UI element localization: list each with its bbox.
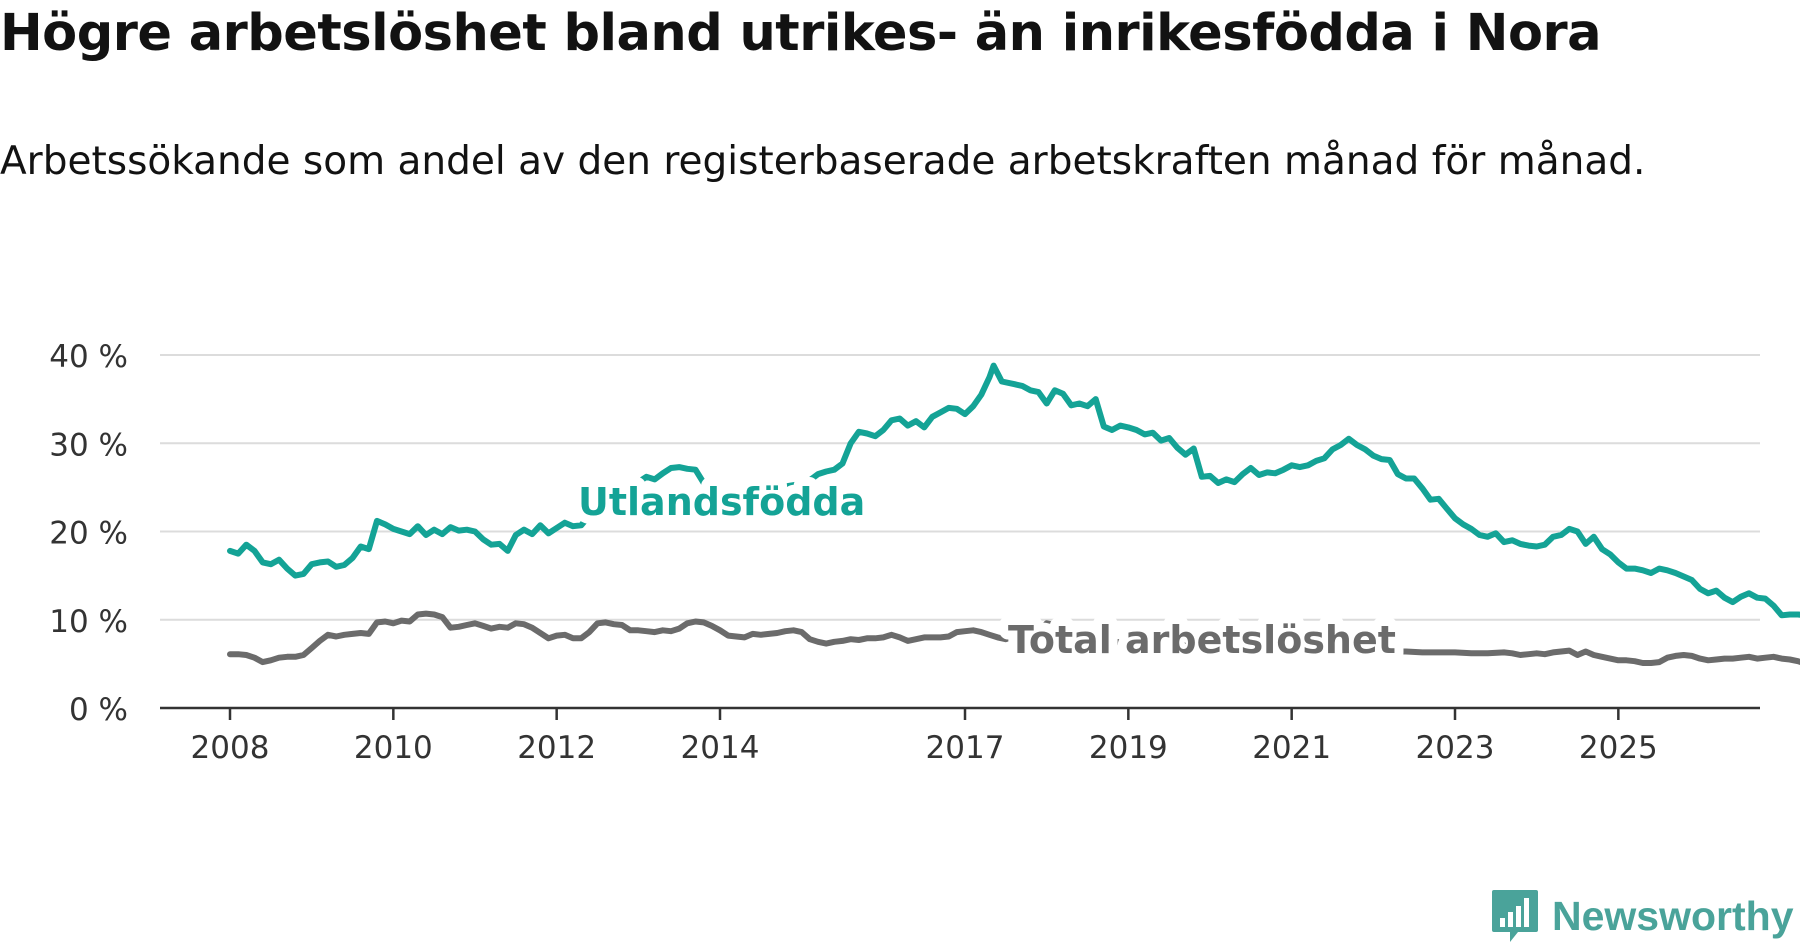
- x-tick-label: 2014: [681, 730, 760, 766]
- series-label-total: Total arbetslöshet: [1008, 618, 1396, 662]
- x-tick-label: 2021: [1252, 730, 1331, 766]
- series-line-utlandsfodda: [227, 362, 1800, 619]
- series-label-total-halo: Total arbetslöshet: [1008, 618, 1396, 662]
- y-tick-label: 20 %: [49, 516, 128, 552]
- series-lines: [227, 362, 1800, 666]
- x-tick-label: 2025: [1579, 730, 1658, 766]
- series-label-utlandsfodda: Utlandsfödda: [578, 480, 865, 524]
- y-axis: 0 % 10 % 20 % 30 % 40 %: [49, 339, 128, 728]
- x-tick-label: 2023: [1416, 730, 1495, 766]
- chart-title: Högre arbetslöshet bland utrikes- än inr…: [0, 4, 1602, 63]
- series-label-utlandsfodda-halo: Utlandsfödda: [578, 480, 865, 524]
- x-tick-label: 2008: [191, 730, 270, 766]
- line-chart: 0 % 10 % 20 % 30 % 40 % 2008 2010 2012 2014 2017…: [49, 339, 1800, 766]
- x-tick-label: 2010: [354, 730, 433, 766]
- series-line-total: [227, 610, 1800, 666]
- y-tick-label: 10 %: [49, 604, 128, 640]
- y-tick-label: 30 %: [49, 427, 128, 463]
- newsworthy-logo: Newsworthy: [1490, 888, 1794, 944]
- brand-name: Newsworthy: [1552, 892, 1794, 939]
- x-tick-label: 2019: [1089, 730, 1168, 766]
- x-tick-label: 2012: [517, 730, 596, 766]
- newsworthy-logo-icon: [1492, 890, 1538, 942]
- x-axis: 2008 2010 2012 2014 2017 2019 2021 2023 2025: [160, 706, 1760, 766]
- y-tick-label: 0 %: [69, 692, 128, 728]
- grid-lines: [160, 354, 1760, 621]
- x-tick-label: 2017: [926, 730, 1005, 766]
- y-tick-label: 40 %: [49, 339, 128, 375]
- chart-subtitle: Arbetssökande som andel av den registerb…: [0, 139, 1646, 184]
